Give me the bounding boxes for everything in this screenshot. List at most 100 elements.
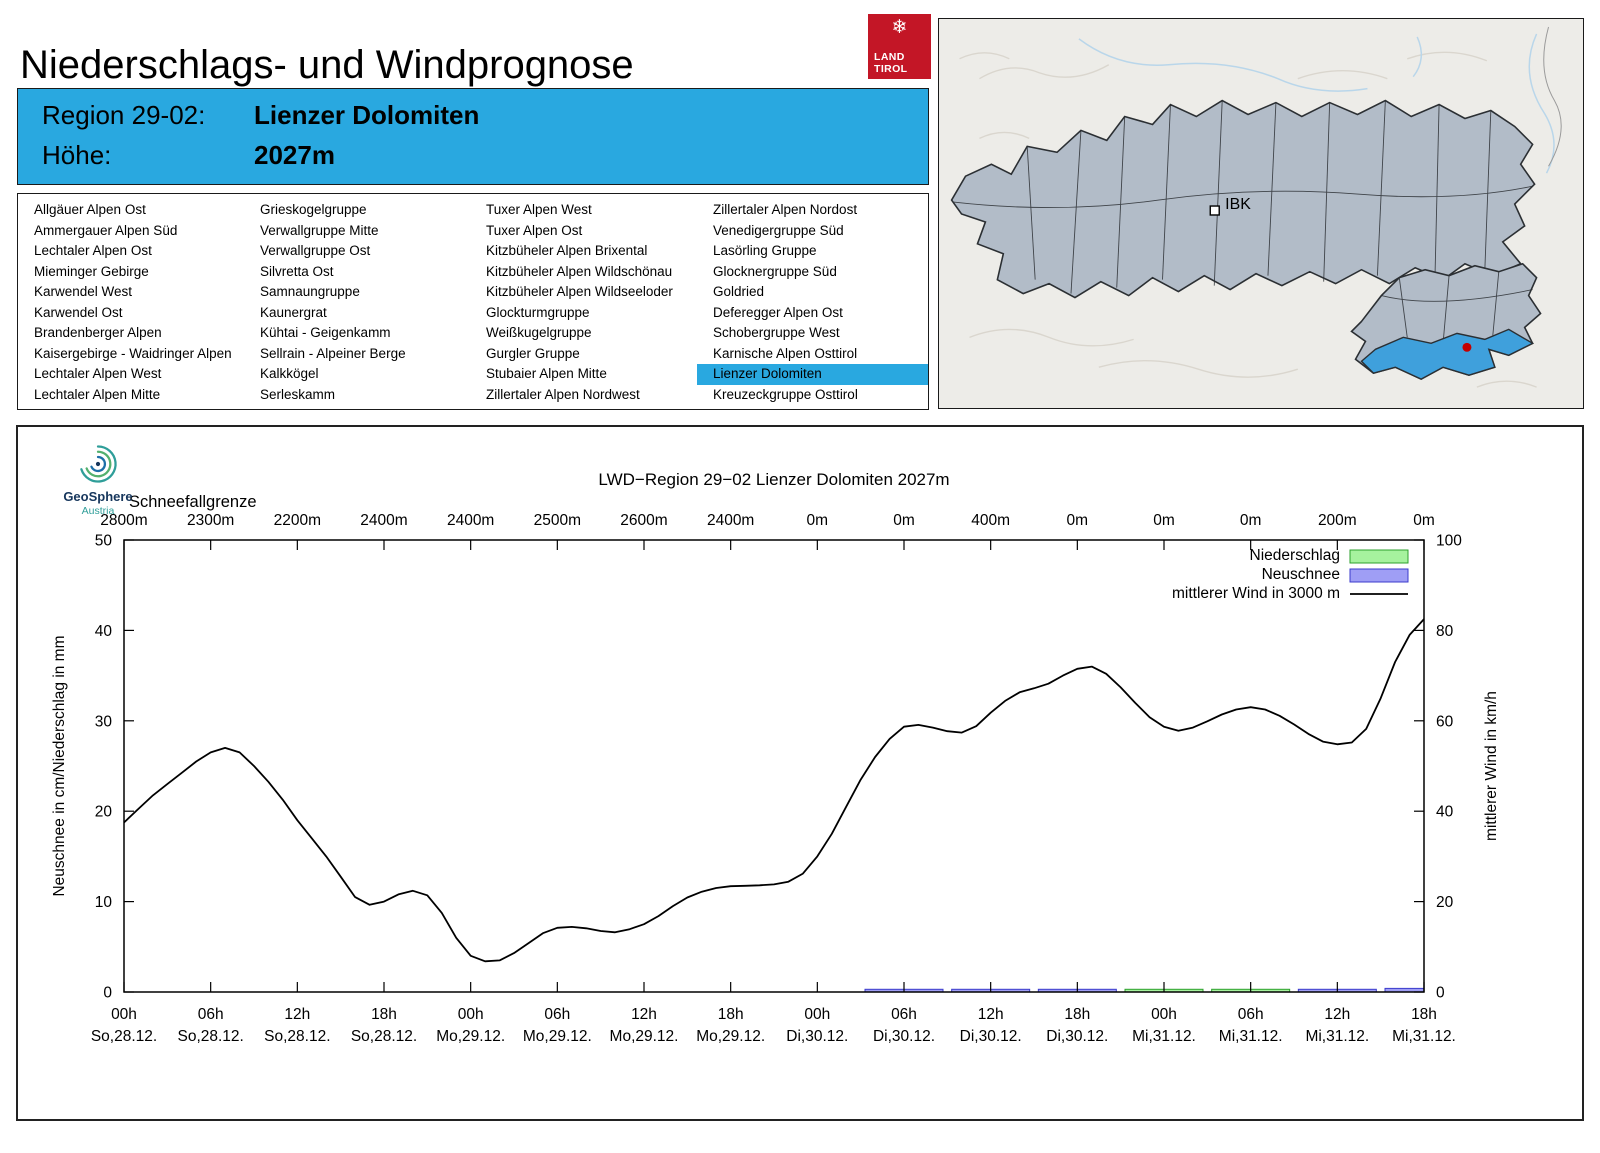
region-item[interactable]: Glockturmgruppe [486, 304, 590, 320]
x-tick-date: Di,30.12. [960, 1028, 1022, 1045]
snowline-value: 0m [1067, 512, 1089, 529]
region-item[interactable]: Kalkkögel [260, 366, 319, 381]
x-tick-hour: 00h [804, 1006, 830, 1023]
region-item[interactable]: Karwendel West [34, 284, 133, 299]
snowline-axis-title: Schneefallgrenze [129, 493, 257, 511]
logo-line-2: TIROL [874, 62, 908, 75]
geosphere-name: GeoSphere [63, 489, 133, 505]
region-item[interactable]: Schobergruppe West [713, 325, 840, 340]
region-item[interactable]: Tuxer Alpen West [486, 202, 592, 217]
x-tick-hour: 06h [891, 1006, 917, 1023]
x-tick-hour: 06h [544, 1006, 570, 1023]
region-item[interactable]: Lechtaler Alpen Mitte [34, 386, 161, 402]
snowline-value: 200m [1318, 512, 1357, 529]
x-tick-hour: 18h [718, 1006, 744, 1023]
region-banner: Region 29-02: Lienzer Dolomiten Höhe: 20… [17, 88, 929, 185]
region-item[interactable]: Lasörling Gruppe [713, 243, 817, 258]
region-item[interactable]: Kaunergrat [260, 304, 327, 320]
region-item[interactable]: Lechtaler Alpen West [34, 366, 162, 381]
x-tick-date: Di,30.12. [786, 1028, 848, 1045]
x-tick-hour: 00h [458, 1006, 484, 1023]
region-item[interactable]: Kitzbüheler Alpen Brixental [486, 243, 648, 258]
y-right-tick: 100 [1436, 533, 1462, 550]
geosphere-spiral-icon [80, 445, 117, 483]
region-item[interactable]: Tuxer Alpen Ost [486, 222, 583, 238]
x-tick-hour: 12h [1324, 1006, 1350, 1023]
snowline-value: 2500m [534, 512, 581, 529]
region-item[interactable]: Kreuzeckgruppe Osttirol [713, 386, 858, 402]
region-item[interactable]: Goldried [713, 284, 765, 299]
elevation-value: 2027m [254, 140, 335, 171]
region-item[interactable]: Glocknergruppe Süd [713, 263, 837, 279]
region-item[interactable]: Kitzbüheler Alpen Wildseeloder [486, 284, 673, 299]
region-item-selected[interactable]: Lienzer Dolomiten [697, 364, 928, 385]
region-item[interactable]: Weißkugelgruppe [486, 325, 592, 340]
region-item[interactable]: Silvretta Ost [260, 263, 334, 279]
y-right-tick: 0 [1436, 985, 1445, 1002]
elevation-label: Höhe: [42, 140, 112, 171]
region-item[interactable]: Karnische Alpen Osttirol [713, 345, 858, 361]
region-item[interactable]: Zillertaler Alpen Nordost [713, 202, 858, 217]
snowline-value: 2600m [620, 512, 667, 529]
page-title: Niederschlags- und Windprognose [20, 42, 634, 87]
region-item[interactable]: Grieskogelgruppe [260, 202, 367, 217]
national-border-line [1543, 26, 1562, 167]
region-item[interactable]: Lechtaler Alpen Ost [34, 243, 152, 258]
map-region-north-tyrol[interactable] [950, 99, 1536, 299]
chart-title: LWD−Region 29−02 Lienzer Dolomiten 2027m [598, 470, 949, 489]
region-item[interactable]: Allgäuer Alpen Ost [34, 202, 146, 217]
wind-line [123, 618, 1425, 963]
x-tick-date: Mo,29.12. [610, 1028, 679, 1045]
region-item[interactable]: Samnaungruppe [260, 284, 360, 299]
y-left-tick: 10 [95, 894, 113, 911]
region-item[interactable]: Serleskamm [260, 386, 336, 402]
region-item[interactable]: Venedigergruppe Süd [713, 222, 844, 238]
region-column-2: Grieskogelgruppe Verwallgruppe Mitte Verwa… [244, 200, 470, 405]
y-right-axis-title: mittlerer Wind in km/h [1483, 691, 1500, 841]
x-tick-hour: 00h [1151, 1006, 1177, 1023]
snowline-value: 2800m [100, 512, 147, 529]
region-item[interactable]: Karwendel Ost [34, 304, 123, 320]
y-left-tick: 20 [95, 804, 113, 821]
legend-swatch-niederschlag [1349, 549, 1409, 564]
snowline-value: 0m [1413, 512, 1435, 529]
subregion-borders-north [953, 100, 1533, 294]
snowline-value: 400m [971, 512, 1010, 529]
y-right-tick: 20 [1436, 894, 1454, 911]
x-tick-date: Mi,31.12. [1305, 1028, 1369, 1045]
region-item[interactable]: Ammergauer Alpen Süd [34, 222, 178, 238]
x-tick-date: So,28.12. [264, 1028, 330, 1045]
region-item[interactable]: Brandenberger Alpen [34, 325, 162, 340]
region-column-1: Allgäuer Alpen Ost Ammergauer Alpen Süd Le… [18, 200, 244, 405]
x-tick-date: Mi,31.12. [1219, 1028, 1283, 1045]
region-item[interactable]: Mieminger Gebirge [34, 263, 149, 279]
x-tick-date: So,28.12. [177, 1028, 243, 1045]
legend-label: mittlerer Wind in 3000 m [1172, 585, 1340, 602]
terrain-relief [959, 51, 1537, 388]
station-marker-dot [1462, 342, 1472, 352]
region-name: Lienzer Dolomiten [254, 99, 480, 130]
region-item[interactable]: Verwallgruppe Ost [260, 243, 371, 258]
land-tirol-logo: ❄ LAND TIROL [868, 14, 931, 79]
region-item[interactable]: Stubaier Alpen Mitte [486, 366, 607, 381]
snowflake-icon: ❄ [891, 17, 908, 38]
region-item[interactable]: Verwallgruppe Mitte [260, 222, 379, 238]
region-item[interactable]: Kitzbüheler Alpen Wildschönau [486, 263, 673, 279]
region-item[interactable]: Zillertaler Alpen Nordwest [486, 386, 640, 402]
y-left-tick: 50 [95, 533, 113, 550]
region-item[interactable]: Kühtai - Geigenkamm [260, 325, 391, 340]
y-right-tick: 80 [1436, 623, 1454, 640]
region-item[interactable]: Sellrain - Alpeiner Berge [260, 345, 406, 361]
region-item[interactable]: Deferegger Alpen Ost [713, 304, 843, 320]
x-tick-hour: 12h [631, 1006, 657, 1023]
x-tick-date: So,28.12. [91, 1028, 157, 1045]
map-panel: IBK [938, 18, 1584, 409]
map-region-selected-lienzer-dolomiten[interactable] [1360, 328, 1535, 380]
region-item[interactable]: Kaisergebirge - Waidringer Alpen [34, 345, 232, 361]
x-tick-hour: 12h [284, 1006, 310, 1023]
region-item[interactable]: Gurgler Gruppe [486, 345, 580, 361]
x-tick-hour: 06h [198, 1006, 224, 1023]
x-tick-hour: 18h [371, 1006, 397, 1023]
legend-label: Niederschlag [1250, 547, 1340, 564]
snowline-value: 2400m [447, 512, 494, 529]
